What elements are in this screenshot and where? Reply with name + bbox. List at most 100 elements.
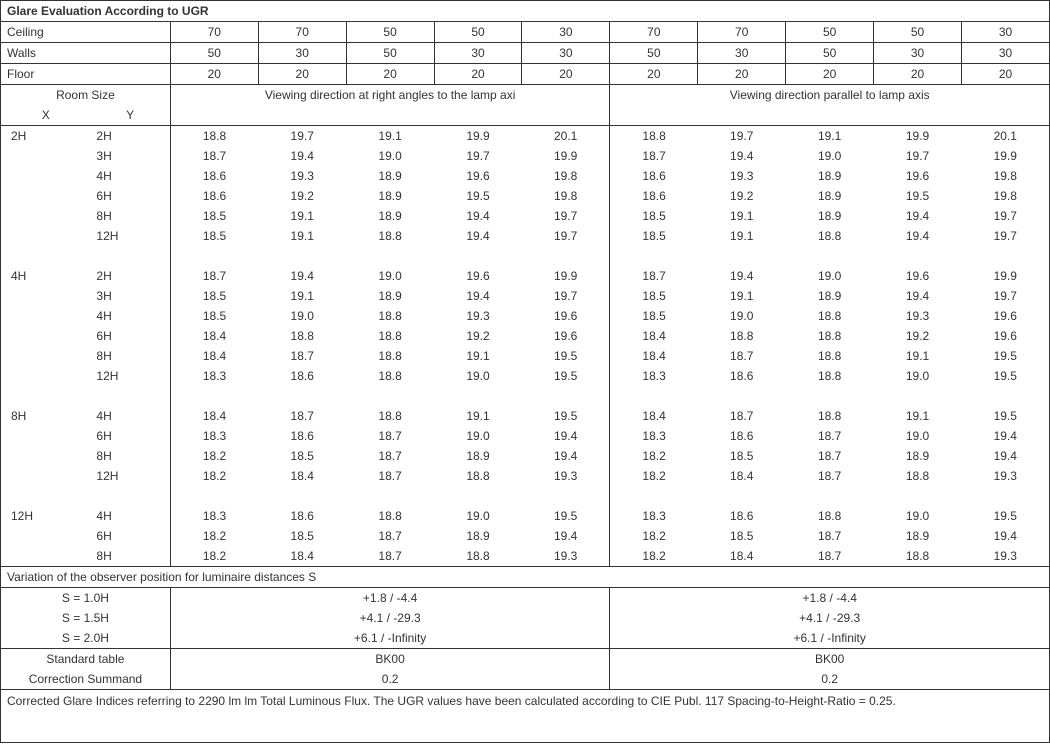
- ugr-value: 18.5: [170, 306, 258, 326]
- ugr-value: 18.4: [258, 466, 346, 486]
- ugr-value: 18.8: [258, 326, 346, 346]
- ugr-value: 19.0: [874, 366, 962, 386]
- ugr-value: 19.3: [962, 546, 1050, 567]
- ugr-value: 18.8: [346, 346, 434, 366]
- std-label: Standard table: [1, 649, 171, 670]
- ugr-value: 18.7: [786, 466, 874, 486]
- header-value: 20: [170, 64, 258, 85]
- ugr-value: 18.8: [786, 226, 874, 246]
- room-size-label: Room Size: [1, 85, 171, 106]
- ugr-value: 18.7: [786, 526, 874, 546]
- ugr-value: 18.3: [170, 426, 258, 446]
- std-left: 0.2: [170, 669, 610, 690]
- ugr-value: 19.1: [346, 126, 434, 147]
- ugr-value: 18.4: [610, 346, 698, 366]
- ugr-value: 19.3: [874, 306, 962, 326]
- ugr-value: 18.9: [434, 526, 522, 546]
- ugr-value: 19.1: [874, 346, 962, 366]
- ugr-value: 19.7: [258, 126, 346, 147]
- header-value: 20: [522, 64, 610, 85]
- ugr-value: 18.8: [786, 346, 874, 366]
- header-value: 20: [258, 64, 346, 85]
- ugr-value: 18.8: [786, 366, 874, 386]
- ugr-value: 18.7: [170, 146, 258, 166]
- variation-left: +6.1 / -Infinity: [170, 628, 610, 649]
- ugr-value: 19.9: [522, 266, 610, 286]
- ugr-value: 19.5: [434, 186, 522, 206]
- ugr-value: 19.3: [522, 546, 610, 567]
- ugr-value: 19.7: [522, 226, 610, 246]
- ugr-value: 18.7: [346, 426, 434, 446]
- ugr-value: 19.1: [434, 346, 522, 366]
- ugr-value: 18.4: [610, 326, 698, 346]
- ugr-value: 18.9: [346, 286, 434, 306]
- ugr-value: 19.5: [522, 406, 610, 426]
- header-value: 70: [258, 22, 346, 43]
- ugr-value: 18.8: [346, 306, 434, 326]
- ugr-value: 19.3: [434, 306, 522, 326]
- ugr-value: 18.2: [610, 546, 698, 567]
- ugr-value: 18.2: [170, 466, 258, 486]
- footnote: Corrected Glare Indices referring to 229…: [1, 690, 1050, 743]
- ugr-value: 19.4: [962, 426, 1050, 446]
- ugr-value: 18.7: [786, 446, 874, 466]
- ugr-value: 18.8: [786, 506, 874, 526]
- ugr-value: 18.5: [698, 446, 786, 466]
- std-label: Correction Summand: [1, 669, 171, 690]
- ugr-value: 19.4: [874, 226, 962, 246]
- ugr-value: 19.1: [698, 206, 786, 226]
- ugr-value: 18.7: [786, 546, 874, 567]
- ugr-value: 18.5: [258, 446, 346, 466]
- ugr-value: 18.6: [610, 166, 698, 186]
- ugr-value: 19.4: [698, 146, 786, 166]
- ugr-value: 18.8: [170, 126, 258, 147]
- header-label: Ceiling: [1, 22, 171, 43]
- room-x: [1, 186, 91, 206]
- ugr-value: 18.8: [786, 326, 874, 346]
- header-value: 50: [874, 22, 962, 43]
- ugr-value: 18.4: [610, 406, 698, 426]
- header-value: 30: [522, 43, 610, 64]
- ugr-value: 18.9: [874, 446, 962, 466]
- ugr-value: 19.4: [522, 426, 610, 446]
- room-y: 6H: [90, 326, 170, 346]
- header-value: 30: [698, 43, 786, 64]
- ugr-value: 18.2: [170, 446, 258, 466]
- header-value: 50: [610, 43, 698, 64]
- ugr-value: 18.9: [434, 446, 522, 466]
- ugr-value: 19.4: [698, 266, 786, 286]
- ugr-value: 18.6: [258, 366, 346, 386]
- ugr-value: 18.5: [610, 226, 698, 246]
- ugr-value: 19.6: [434, 166, 522, 186]
- room-y: 3H: [90, 146, 170, 166]
- ugr-value: 19.2: [258, 186, 346, 206]
- room-x: [1, 286, 91, 306]
- ugr-value: 19.9: [962, 146, 1050, 166]
- ugr-value: 19.5: [522, 346, 610, 366]
- ugr-value: 19.5: [522, 366, 610, 386]
- ugr-value: 19.7: [874, 146, 962, 166]
- header-value: 20: [434, 64, 522, 85]
- room-x: [1, 166, 91, 186]
- ugr-value: 18.8: [346, 366, 434, 386]
- ugr-value: 20.1: [522, 126, 610, 147]
- header-label: Floor: [1, 64, 171, 85]
- ugr-value: 18.8: [434, 466, 522, 486]
- ugr-value: 18.2: [610, 446, 698, 466]
- ugr-value: 18.7: [346, 466, 434, 486]
- room-y: 8H: [90, 346, 170, 366]
- ugr-value: 19.1: [874, 406, 962, 426]
- dir-right-label: Viewing direction parallel to lamp axis: [610, 85, 1050, 106]
- ugr-value: 18.4: [170, 406, 258, 426]
- ugr-value: 18.9: [346, 186, 434, 206]
- ugr-value: 19.7: [962, 206, 1050, 226]
- room-x: [1, 446, 91, 466]
- ugr-value: 19.8: [522, 186, 610, 206]
- ugr-value: 19.4: [962, 446, 1050, 466]
- room-x: [1, 546, 91, 567]
- room-x: 2H: [1, 126, 91, 147]
- ugr-value: 18.6: [170, 186, 258, 206]
- ugr-value: 19.9: [434, 126, 522, 147]
- ugr-value: 19.6: [962, 326, 1050, 346]
- ugr-value: 19.5: [962, 366, 1050, 386]
